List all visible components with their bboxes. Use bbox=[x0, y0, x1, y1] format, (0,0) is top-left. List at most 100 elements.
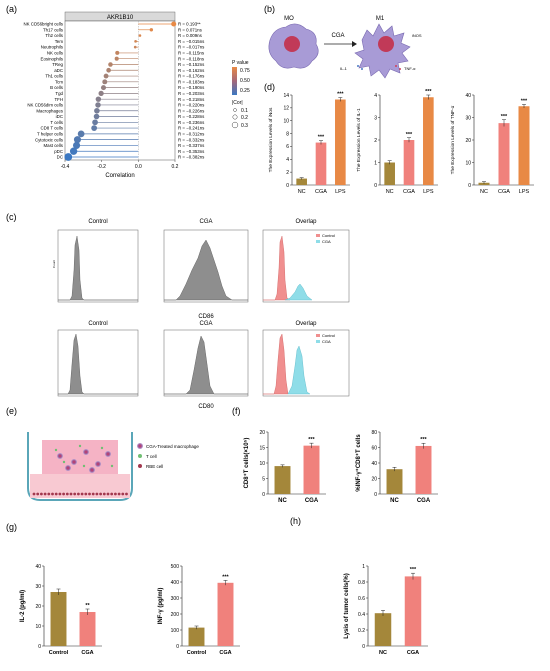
cor-tick-3: 0.3 bbox=[241, 123, 248, 129]
macrophage-cell bbox=[95, 461, 101, 467]
category-label: Th1 cells bbox=[45, 74, 63, 79]
significance-label: *** bbox=[425, 89, 432, 95]
legend-control-label: Control bbox=[322, 233, 335, 238]
rbe-cell bbox=[110, 492, 114, 496]
correlation-label: R = −0.353ns bbox=[178, 149, 205, 154]
legend-control-swatch bbox=[316, 334, 320, 337]
x-tick-label: LPS bbox=[519, 189, 530, 195]
x-tick-label: NC bbox=[480, 189, 488, 195]
bar bbox=[79, 612, 96, 646]
x-tick-label: 0.0 bbox=[135, 164, 142, 170]
panel-a-title: AKR1B10 bbox=[107, 15, 134, 21]
lollipop-point bbox=[69, 147, 78, 155]
y-tick-label: 0 bbox=[286, 183, 289, 189]
legend-tcell-icon bbox=[138, 454, 142, 458]
y-tick-label: 20 bbox=[371, 476, 377, 482]
lollipop-point bbox=[94, 107, 100, 114]
lollipop-point bbox=[171, 21, 177, 27]
y-tick-label: 2 bbox=[286, 170, 289, 176]
bar bbox=[274, 466, 291, 494]
bar-chart-g: 0 10 20 30 40 Control ** CGA IL-2 (pg/ml) bbox=[20, 564, 102, 656]
legend-tcell-label: T cell bbox=[146, 454, 157, 459]
y-tick-label: 8 bbox=[286, 131, 289, 137]
rbe-cell bbox=[47, 492, 51, 496]
y-tick-label: 2 bbox=[374, 138, 377, 144]
legend-macrophage-label: CGA-Treated macrophage bbox=[146, 444, 199, 449]
rbe-cell bbox=[125, 492, 128, 496]
y-tick-label: 80 bbox=[371, 430, 377, 436]
histogram-cga-cd80 bbox=[163, 329, 249, 397]
lollipop-point bbox=[108, 62, 113, 67]
x-tick-label: -0.2 bbox=[97, 164, 106, 170]
category-label: NK CD56dim cells bbox=[27, 103, 63, 108]
bar-chart-d: 0 1 2 3 4 NC *** CGA *** LPS The Expression Levels… bbox=[356, 89, 438, 195]
bar bbox=[403, 140, 415, 185]
legend-cga-label: CGA bbox=[322, 339, 331, 344]
pvalue-colorbar bbox=[232, 67, 237, 95]
m1-macrophage-icon bbox=[354, 23, 411, 79]
macrophage-cell bbox=[83, 449, 89, 455]
panel-a-x-axis-title: Correlation bbox=[105, 173, 134, 179]
rbe-cell bbox=[69, 492, 73, 496]
c-count-label: Count bbox=[52, 260, 56, 268]
rbe-cell bbox=[73, 492, 77, 496]
correlation-label: R = 0.009ns bbox=[178, 33, 203, 38]
correlation-label: R = −0.241ns bbox=[178, 126, 205, 131]
bar bbox=[384, 162, 395, 185]
panel-label-f: (f) bbox=[232, 406, 241, 416]
y-tick-label: 15 bbox=[259, 445, 265, 451]
bar bbox=[335, 99, 346, 185]
correlation-label: R = −0.176ns bbox=[178, 74, 205, 79]
correlation-label: R = −0.226ns bbox=[178, 108, 205, 113]
correlation-label: R = −0.332ns bbox=[178, 137, 205, 142]
y-tick-label: 14 bbox=[283, 93, 289, 99]
x-tick-label: Control bbox=[49, 650, 69, 656]
category-label: CD8 T cells bbox=[40, 126, 63, 131]
bar bbox=[386, 469, 403, 494]
y-tick-label: 0.6 bbox=[358, 596, 365, 602]
category-label: Th17 cells bbox=[43, 27, 64, 32]
category-label: T cells bbox=[50, 120, 63, 125]
bar-chart-d: 0 2 4 6 8 10 12 14 NC *** CGA *** LPS The Expression … bbox=[268, 92, 350, 195]
panel-b-schematic: MO CGA M1 iNOS IL-1 TNF-α bbox=[268, 16, 422, 79]
x-tick-label: NC bbox=[386, 189, 394, 195]
y-axis-title: IL-2 (pg/ml) bbox=[20, 590, 26, 622]
correlation-label: R = 0.071ns bbox=[178, 27, 203, 32]
y-tick-label: 0 bbox=[262, 492, 265, 498]
cor-legend-circle-2 bbox=[232, 114, 238, 120]
x-tick-label: CGA bbox=[315, 189, 327, 195]
lollipop-point bbox=[93, 113, 100, 120]
rbe-cell bbox=[121, 492, 125, 496]
bar bbox=[296, 178, 307, 185]
y-tick-label: 0.4 bbox=[358, 612, 365, 618]
y-tick-label: 1 bbox=[362, 564, 365, 570]
y-tick-label: 60 bbox=[371, 445, 377, 451]
c-row1-marker: CD86 bbox=[198, 314, 214, 320]
bar-chart-f: 0 20 40 60 80 NC *** CGA %INF-γ⁺CD8⁺T cells bbox=[355, 430, 438, 504]
legend-cga-label: CGA bbox=[322, 239, 331, 244]
y-tick-label: 5 bbox=[262, 476, 265, 482]
panel-a-lollipop-chart: AKR1B10 NK CD56bright cells R = 0.193** Th… bbox=[23, 11, 250, 179]
correlation-label: R = −0.152ns bbox=[178, 62, 205, 67]
legend-cga-swatch bbox=[316, 240, 320, 243]
bar bbox=[217, 582, 234, 646]
lollipop-point bbox=[91, 125, 98, 131]
rbe-cell bbox=[106, 492, 110, 496]
significance-label: ** bbox=[85, 603, 90, 609]
lollipop-point bbox=[106, 67, 111, 73]
histogram-overlap-cd86: Control CGA bbox=[262, 229, 350, 303]
x-tick-label: NC bbox=[390, 498, 399, 504]
pvalue-tick-1: 0.75 bbox=[240, 68, 250, 74]
significance-label: *** bbox=[308, 437, 315, 443]
x-tick-label: CGA bbox=[81, 650, 93, 656]
correlation-label: R = 0.193** bbox=[178, 22, 201, 27]
c-row2-marker: CD80 bbox=[198, 404, 214, 410]
category-label: iDC bbox=[56, 114, 63, 119]
bar-chart-f: 0 5 10 15 20 NC *** CGA CD8⁺T cells(×10⁵) bbox=[243, 430, 326, 504]
significance-label: *** bbox=[420, 437, 427, 443]
y-tick-label: 500 bbox=[171, 564, 180, 570]
significance-label: *** bbox=[222, 574, 229, 580]
m0-macrophage-icon bbox=[268, 23, 319, 69]
histogram-control-cd86 bbox=[57, 229, 139, 303]
legend-rbe-icon bbox=[138, 464, 142, 468]
